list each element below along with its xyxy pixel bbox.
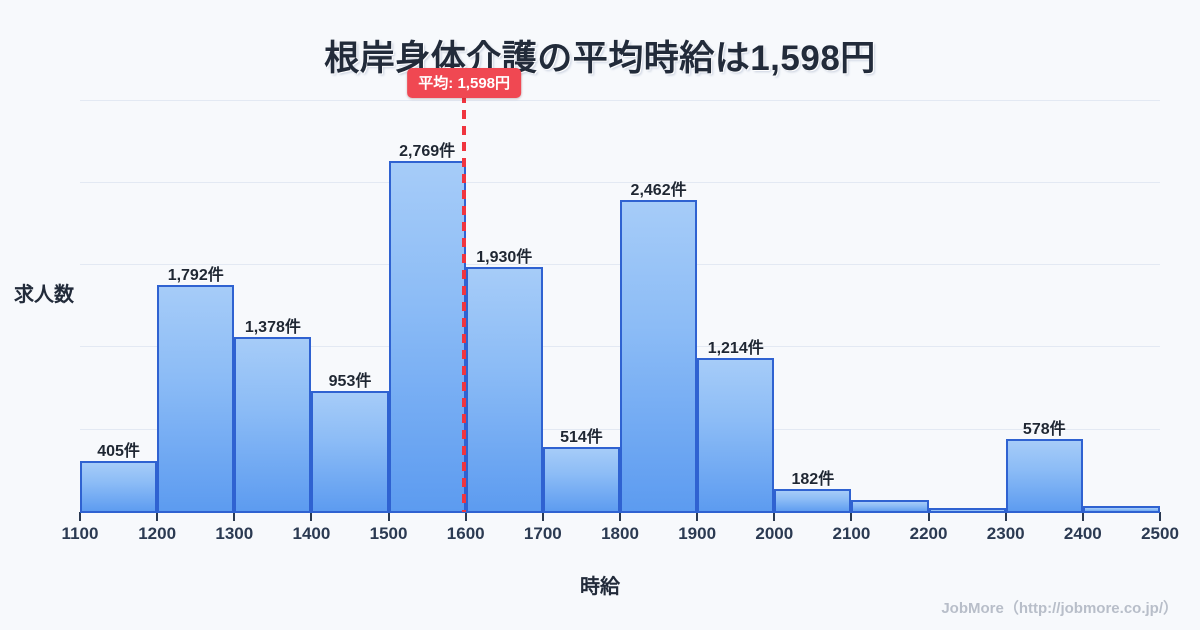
y-axis-title: 求人数 <box>14 284 74 306</box>
histogram-plot-area: 405件 1,792件 1,378件 953件 2,769件 1,930件 514件 2,46… <box>62 68 1179 543</box>
x-axis-tick <box>927 512 930 521</box>
x-axis-tick-label: 1500 <box>369 524 408 543</box>
gridline <box>80 100 1160 101</box>
x-axis-tick-label: 2000 <box>755 524 794 543</box>
x-axis-tick-label: 1600 <box>446 524 485 543</box>
x-axis-tick <box>850 512 853 521</box>
x-axis-line <box>80 511 1160 513</box>
bar-value-label: 953件 <box>328 373 372 391</box>
histogram-bar <box>774 488 852 512</box>
x-axis-tick-label: 2500 <box>1141 524 1179 543</box>
histogram-bar <box>157 284 235 512</box>
x-axis-tick <box>233 512 236 521</box>
x-axis-tick <box>619 512 621 521</box>
histogram-bar <box>620 199 698 512</box>
x-axis-tick <box>464 512 467 521</box>
x-axis-tick <box>156 512 159 521</box>
bar-value-label: 182件 <box>791 470 835 488</box>
average-badge: 平均: 1,598円 <box>407 68 522 98</box>
x-axis-tick-label: 1100 <box>61 524 99 543</box>
x-axis-tick-label: 2400 <box>1063 524 1102 543</box>
histogram-bar <box>1005 438 1083 512</box>
gridline <box>80 182 1160 184</box>
x-axis-tick <box>1004 512 1007 521</box>
x-axis-tick-label: 1900 <box>678 524 717 543</box>
page-title: 根岸身体介護の平均時給は1,598円 <box>324 39 876 78</box>
footer-credit: JobMore（http://jobmore.co.jp/） <box>941 600 1178 617</box>
x-axis-tick-label: 2100 <box>832 524 871 543</box>
bar-value-label: 2,462件 <box>630 181 687 199</box>
x-axis-tick <box>696 512 699 521</box>
histogram-bar <box>80 460 158 512</box>
histogram-bar <box>542 446 620 512</box>
x-axis-tick-label: 1700 <box>523 524 562 543</box>
histogram-bar <box>465 267 543 512</box>
histogram-bar <box>311 391 389 512</box>
average-line <box>462 94 467 512</box>
x-axis-tick <box>541 512 544 521</box>
bar-value-label: 405件 <box>97 442 140 460</box>
x-axis-tick <box>310 512 313 521</box>
x-axis-tick <box>387 512 390 521</box>
bar-value-label: 1,214件 <box>707 340 764 358</box>
bar-value-label: 1,930件 <box>476 249 533 267</box>
histogram-bar <box>697 358 775 512</box>
histogram-bar <box>851 499 929 512</box>
x-axis-tick-label: 1300 <box>215 524 254 543</box>
bar-value-label: 1,378件 <box>244 319 301 337</box>
x-axis-tick <box>79 512 81 521</box>
x-axis-tick-label: 1400 <box>292 524 331 543</box>
bar-value-label: 1,792件 <box>167 266 224 284</box>
histogram-bar <box>928 508 1006 512</box>
histogram-bar <box>388 161 466 512</box>
bar-value-label: 514件 <box>560 428 603 446</box>
x-axis-title: 時給 <box>580 576 620 598</box>
x-axis-tick <box>773 512 776 521</box>
x-axis-tick-label: 1800 <box>601 524 639 543</box>
histogram-bar <box>1082 506 1160 512</box>
bar-value-label: 578件 <box>1022 420 1066 438</box>
x-axis-tick <box>1159 512 1161 521</box>
x-axis-tick-label: 2300 <box>986 524 1025 543</box>
x-axis-tick-label: 1200 <box>138 524 177 543</box>
bar-value-label: 2,769件 <box>399 143 456 161</box>
x-axis-tick <box>1081 512 1084 521</box>
histogram-bar <box>234 337 312 512</box>
x-axis-tick-label: 2200 <box>909 524 948 543</box>
